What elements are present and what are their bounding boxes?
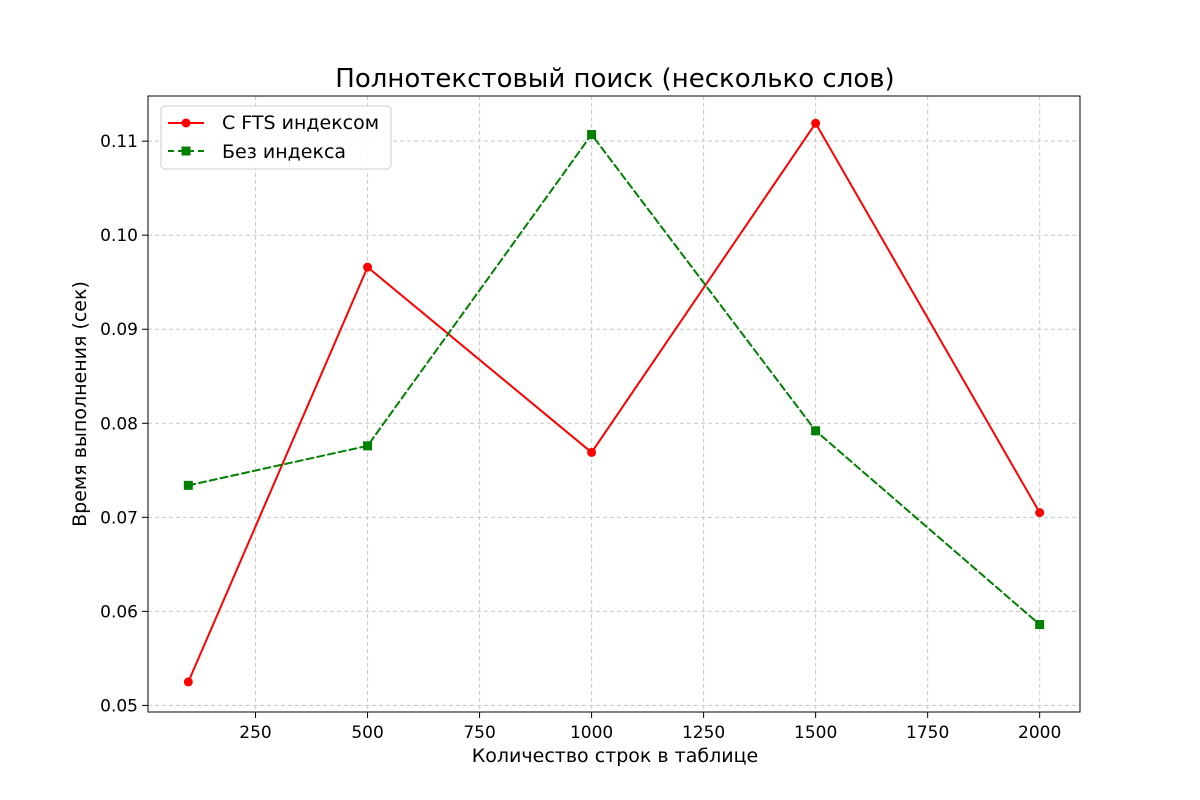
data-point-with-fts-index — [811, 118, 821, 128]
x-tick-label: 2000 — [1018, 723, 1061, 743]
plot-area-frame — [147, 95, 1081, 713]
y-tick-label: 0.09 — [100, 320, 138, 340]
data-point-with-fts-index — [363, 262, 373, 272]
y-tick-label: 0.11 — [100, 132, 138, 152]
data-point-with-fts-index — [183, 677, 193, 687]
legend-label-without-index: Без индекса — [222, 141, 346, 163]
legend-marker-with-fts-index — [181, 118, 191, 128]
x-tick-label: 750 — [463, 723, 495, 743]
y-axis-ticks: 0.05 0.06 0.07 0.08 0.09 0.10 0.11 — [100, 132, 148, 716]
legend-label-with-fts-index: С FTS индексом — [222, 112, 379, 134]
y-tick-label: 0.06 — [100, 602, 138, 622]
x-tick-label: 250 — [239, 723, 271, 743]
y-tick-label: 0.08 — [100, 414, 138, 434]
data-point-without-index — [1035, 620, 1045, 630]
x-tick-label: 1000 — [570, 723, 613, 743]
data-point-with-fts-index — [587, 447, 597, 457]
grid — [148, 96, 1080, 712]
legend: С FTS индексом Без индекса — [160, 105, 392, 170]
x-tick-label: 1500 — [794, 723, 837, 743]
x-tick-label: 1750 — [906, 723, 949, 743]
chart-title: Полнотекстовый поиск (несколько слов) — [335, 64, 894, 94]
y-tick-label: 0.07 — [100, 508, 138, 528]
data-point-without-index — [811, 426, 821, 436]
legend-marker-without-index — [181, 146, 191, 156]
data-point-with-fts-index — [1035, 508, 1045, 518]
y-tick-label: 0.10 — [100, 226, 138, 246]
y-tick-label: 0.05 — [100, 696, 138, 716]
series-line-with-fts-index — [187, 122, 1041, 683]
x-axis-label: Количество строк в таблице — [472, 745, 758, 767]
series-line-without-index — [187, 133, 1041, 626]
data-point-without-index — [183, 480, 193, 490]
series-layer — [183, 118, 1045, 687]
x-tick-label: 500 — [351, 723, 383, 743]
legend-box — [160, 105, 392, 170]
data-point-without-index — [363, 441, 373, 451]
y-axis-label: Время выполнения (сек) — [69, 281, 91, 527]
data-point-without-index — [587, 130, 597, 140]
x-tick-label: 1250 — [682, 723, 725, 743]
x-axis-ticks: 250 500 750 1000 1250 1500 1750 2000 — [239, 712, 1061, 743]
